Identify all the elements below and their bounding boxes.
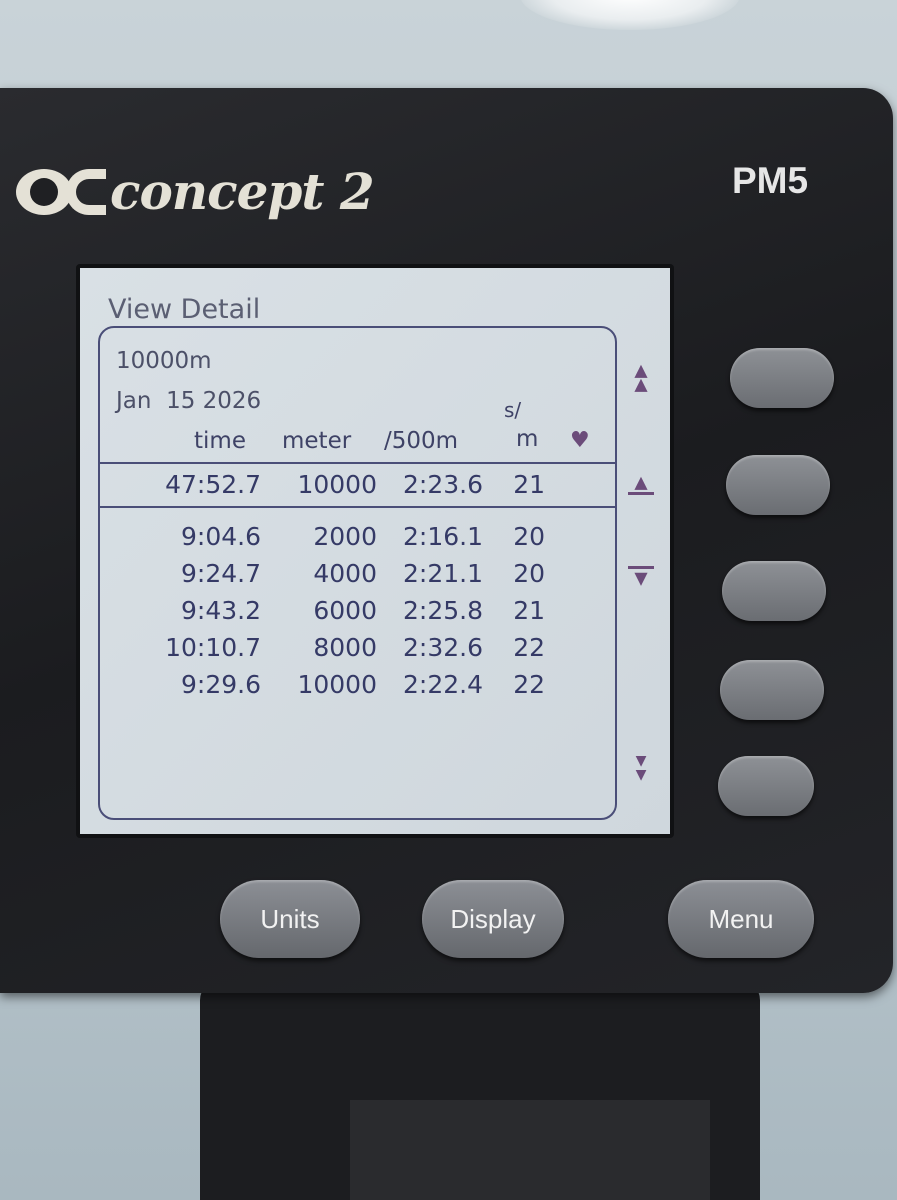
- split-pace: 2:25.8: [403, 596, 483, 625]
- split-meter: 4000: [313, 559, 377, 588]
- col-meter: meter: [282, 428, 352, 454]
- split-time: 10:10.7: [165, 633, 261, 662]
- split-pace: 2:32.6: [403, 633, 483, 662]
- summary-pace: 2:23.6: [403, 470, 483, 499]
- model-label: PM5: [732, 160, 809, 201]
- split-spm: 21: [513, 596, 545, 625]
- summary-row[interactable]: 47:52.7 10000 2:23.6 21: [100, 470, 615, 504]
- split-spm: 22: [513, 670, 545, 699]
- split-pace: 2:16.1: [403, 522, 483, 551]
- brand-name: concept 2: [110, 162, 375, 221]
- soft-button-5[interactable]: [718, 756, 814, 816]
- split-time: 9:43.2: [181, 596, 261, 625]
- divider: [100, 462, 615, 464]
- soft-button-1[interactable]: [730, 348, 834, 408]
- split-pace: 2:22.4: [403, 670, 483, 699]
- monitor-arm: [350, 1100, 710, 1200]
- split-spm: 20: [513, 522, 545, 551]
- menu-button[interactable]: Menu: [668, 880, 814, 958]
- split-time: 9:29.6: [181, 670, 261, 699]
- workout-date: Jan 15 2026: [116, 388, 262, 414]
- col-spm-bottom: m: [516, 426, 539, 452]
- summary-spm: 21: [513, 470, 545, 499]
- split-row: 9:43.2 6000 2:25.8 21: [100, 596, 615, 630]
- split-meter: 6000: [313, 596, 377, 625]
- page-up-icon[interactable]: ▲ ▲: [634, 358, 648, 397]
- ceiling-light: [520, 0, 740, 30]
- units-button[interactable]: Units: [220, 880, 360, 958]
- split-row: 9:04.6 2000 2:16.1 20: [100, 522, 615, 556]
- split-spm: 20: [513, 559, 545, 588]
- logo-mark-icon: [16, 163, 106, 221]
- col-pace: /500m: [384, 428, 459, 454]
- split-row: 10:10.7 8000 2:32.6 22: [100, 633, 615, 667]
- col-spm-top: s/: [504, 398, 522, 422]
- col-time: time: [194, 428, 246, 454]
- split-meter: 8000: [313, 633, 377, 662]
- split-row: 9:29.6 10000 2:22.4 22: [100, 670, 615, 704]
- split-pace: 2:21.1: [403, 559, 483, 588]
- split-time: 9:04.6: [181, 522, 261, 551]
- detail-panel: 10000m Jan 15 2026 time meter /500m s/ m…: [98, 326, 617, 820]
- summary-time: 47:52.7: [165, 470, 261, 499]
- split-row: 9:24.7 4000 2:21.1 20: [100, 559, 615, 593]
- lcd-screen: View Detail 10000m Jan 15 2026 time mete…: [80, 268, 670, 834]
- soft-button-4[interactable]: [720, 660, 824, 720]
- line-down-icon[interactable]: ▼: [628, 566, 654, 590]
- split-spm: 22: [513, 633, 545, 662]
- split-meter: 2000: [313, 522, 377, 551]
- page-down-icon[interactable]: ▼ ▼: [635, 750, 647, 785]
- concept2-logo: concept 2: [16, 162, 375, 221]
- split-meter: 10000: [297, 670, 377, 699]
- soft-button-2[interactable]: [726, 455, 830, 515]
- display-button[interactable]: Display: [422, 880, 564, 958]
- line-up-icon[interactable]: ▲: [628, 472, 654, 495]
- screen-title: View Detail: [108, 294, 261, 325]
- workout-label: 10000m: [116, 348, 212, 374]
- split-time: 9:24.7: [181, 559, 261, 588]
- heart-icon: ♥: [570, 428, 590, 453]
- divider: [100, 506, 615, 508]
- soft-button-3[interactable]: [722, 561, 826, 621]
- summary-meter: 10000: [297, 470, 377, 499]
